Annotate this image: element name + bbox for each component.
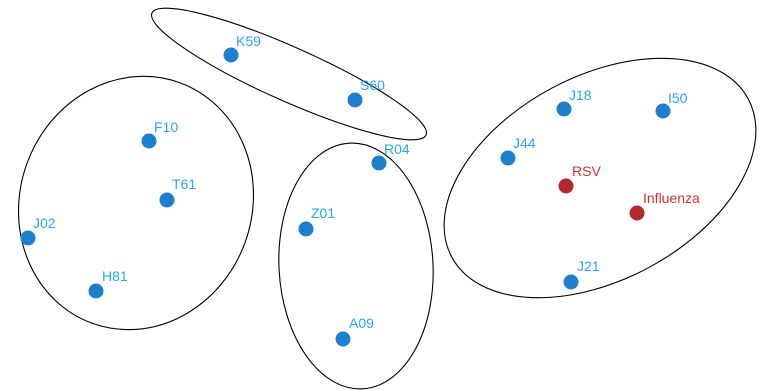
node-label-k59: K59 <box>236 33 261 49</box>
node-label-t61: T61 <box>172 176 196 192</box>
node-label-i50: I50 <box>668 90 688 106</box>
cluster-left-ellipse <box>17 75 255 331</box>
node-dot-a09 <box>335 331 351 347</box>
node-z01: Z01 <box>298 205 335 237</box>
node-dot-t61 <box>159 192 175 208</box>
node-dot-i50 <box>655 103 671 119</box>
node-influenza: Influenza <box>629 190 700 221</box>
node-dot-rsv <box>558 178 574 194</box>
node-j02: J02 <box>20 215 56 246</box>
node-dot-s60 <box>347 92 363 108</box>
node-label-s60: S60 <box>360 77 385 93</box>
node-label-j44: J44 <box>513 135 536 151</box>
node-label-rsv: RSV <box>572 163 601 179</box>
cluster-middle-ellipse <box>278 142 434 390</box>
node-label-j02: J02 <box>33 215 56 231</box>
node-f10: F10 <box>141 119 178 149</box>
node-label-f10: F10 <box>154 119 178 135</box>
node-rsv: RSV <box>558 163 601 194</box>
node-label-influenza: Influenza <box>643 190 700 206</box>
node-dot-j18 <box>556 101 572 117</box>
node-dot-h81 <box>88 283 104 299</box>
node-k59: K59 <box>223 33 261 63</box>
node-dot-r04 <box>371 155 387 171</box>
node-label-r04: R04 <box>384 141 410 157</box>
node-label-j18: J18 <box>569 87 592 103</box>
cluster-top-ellipse <box>150 7 428 141</box>
node-label-a09: A09 <box>349 315 374 331</box>
node-label-j21: J21 <box>577 258 600 274</box>
node-s60: S60 <box>347 77 385 108</box>
node-dot-j21 <box>563 274 579 290</box>
node-a09: A09 <box>335 315 374 347</box>
node-dot-j02 <box>20 230 36 246</box>
node-label-h81: H81 <box>102 268 128 284</box>
node-j18: J18 <box>556 87 592 117</box>
node-t61: T61 <box>159 176 196 208</box>
node-j44: J44 <box>500 135 536 166</box>
node-dot-z01 <box>298 221 314 237</box>
cluster-right-ellipse <box>443 57 757 299</box>
node-h81: H81 <box>88 268 128 299</box>
node-r04: R04 <box>371 141 410 171</box>
node-j21: J21 <box>563 258 600 290</box>
node-dot-influenza <box>629 205 645 221</box>
node-i50: I50 <box>655 90 688 119</box>
node-label-z01: Z01 <box>311 205 335 221</box>
node-dot-j44 <box>500 150 516 166</box>
node-dot-f10 <box>141 133 157 149</box>
node-dot-k59 <box>223 47 239 63</box>
diagram-nodes: K59 S60 F10 T61 J02 H81 R04 Z01 A09 J18 I50 J44 RSV I… <box>20 33 700 347</box>
